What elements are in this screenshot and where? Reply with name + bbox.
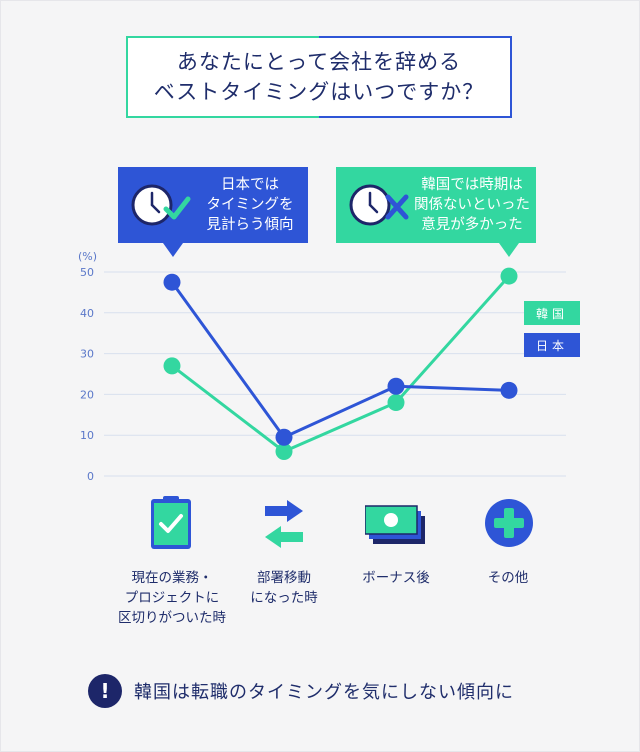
title-line-2: ベストタイミングはいつですか？	[153, 80, 485, 104]
callout-korea-line-2: 関係ないといった	[414, 197, 530, 213]
y-tick-label: 0	[87, 470, 94, 483]
plus-circle-icon	[485, 499, 533, 547]
clipboard-check-icon	[151, 496, 191, 549]
category-2-line-1: 部署移動	[257, 570, 311, 586]
banknotes-icon	[365, 505, 425, 544]
callout-japan-line-3: 見計らう傾向	[206, 217, 294, 233]
category-label-4: その他	[433, 568, 583, 588]
transfer-arrows-icon	[265, 500, 303, 548]
callout-japan: 日本では タイミングを 見計らう傾向	[118, 167, 308, 257]
series-line-korea	[171, 275, 511, 454]
footer-note: ! 韓国は転職のタイミングを気にしない傾向に	[88, 674, 514, 708]
y-tick-label: 30	[80, 348, 94, 361]
clock-check-icon	[131, 184, 191, 226]
data-point-korea	[500, 267, 518, 285]
category-1-line-3: 区切りがついた時	[118, 610, 226, 626]
category-1-line-1: 現在の業務・	[131, 570, 213, 586]
data-point-korea	[163, 357, 181, 375]
clock-cross-icon	[349, 184, 409, 226]
category-label-3: ボーナス後	[321, 568, 471, 588]
callout-korea: 韓国では時期は 関係ないといった 意見が多かった	[336, 167, 536, 257]
data-point-japan	[275, 428, 293, 446]
legend-korea: 韓国	[524, 301, 580, 325]
category-3-line-1: ボーナス後	[362, 570, 430, 586]
legend-korea-label: 韓国	[535, 306, 568, 321]
callout-japan-line-2: タイミングを	[206, 197, 294, 213]
category-4-line-1: その他	[487, 570, 529, 586]
callout-japan-line-1: 日本では	[221, 177, 279, 193]
callout-korea-tail	[499, 243, 519, 257]
callout-korea-line-3: 意見が多かった	[421, 217, 523, 233]
data-point-japan	[163, 273, 181, 291]
data-point-japan	[500, 381, 518, 399]
title-box: あなたにとって会社を辞める ベストタイミングはいつですか？	[126, 36, 512, 118]
y-tick-label: 40	[80, 307, 94, 320]
exclamation-icon: !	[88, 674, 122, 708]
category-1-line-2: プロジェクトに	[124, 590, 220, 606]
y-tick-label: 50	[80, 266, 94, 279]
y-tick-label: 10	[80, 429, 94, 442]
callout-korea-line-1: 韓国では時期は	[421, 177, 523, 193]
legend-japan-label: 日本	[535, 338, 568, 353]
category-2-line-2: になった時	[250, 590, 318, 606]
callout-japan-tail	[163, 243, 183, 257]
category-label-1: 現在の業務・ プロジェクトに 区切りがついた時	[97, 568, 247, 628]
legend-japan: 日本	[524, 333, 580, 357]
data-point-japan	[387, 377, 405, 395]
y-tick-label: 20	[80, 388, 94, 401]
title-line-1: あなたにとって会社を辞める	[176, 50, 462, 74]
data-point-korea	[387, 394, 405, 412]
category-label-2: 部署移動 になった時	[209, 568, 359, 608]
footer-message: 韓国は転職のタイミングを気にしない傾向に	[134, 682, 514, 703]
series-line-japan	[170, 281, 510, 439]
data-point-korea	[275, 443, 293, 461]
y-unit-label: (%)	[78, 250, 97, 263]
